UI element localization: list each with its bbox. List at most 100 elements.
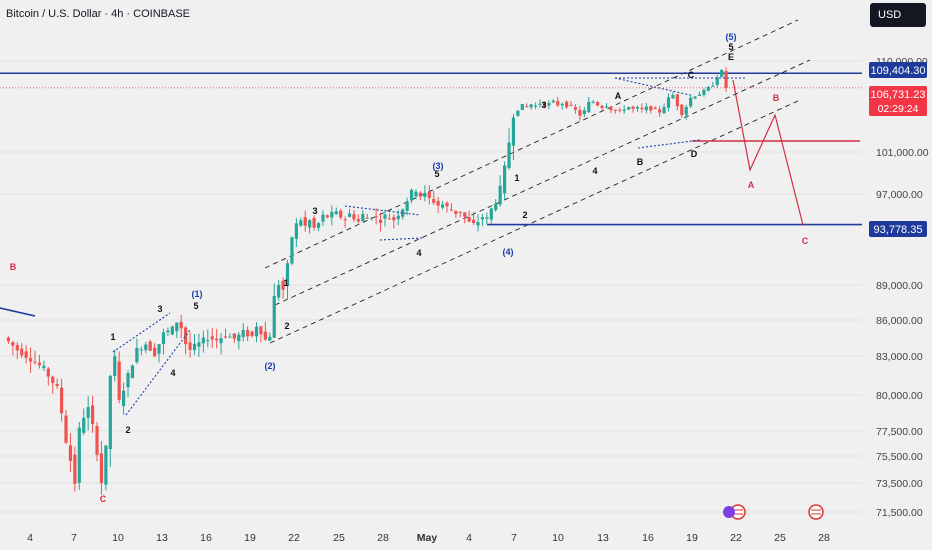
candle-body	[290, 237, 294, 264]
candle-body	[197, 342, 201, 347]
candle-body	[347, 213, 352, 217]
candle-body	[494, 203, 498, 210]
candle-body	[666, 97, 671, 108]
candle-body	[281, 280, 285, 290]
candle-body	[77, 427, 81, 483]
y-tick-label: 71,500.00	[876, 507, 923, 519]
candle-body	[46, 368, 50, 377]
candle-body	[68, 445, 73, 461]
candle-body	[556, 101, 560, 106]
price-axis[interactable]: 110,000.00101,000.0097,000.0089,000.0086…	[862, 0, 932, 550]
wave-label: E	[728, 52, 734, 62]
candle-body	[130, 365, 135, 379]
candle-body	[232, 333, 236, 339]
support-tag: 93,778.35	[874, 224, 923, 236]
candle-body	[42, 365, 46, 369]
candle-body	[188, 342, 192, 350]
wave-label: 4	[170, 368, 175, 378]
x-tick-label: 13	[597, 532, 609, 544]
candle-body	[520, 104, 524, 110]
y-tick-label: 86,000.00	[876, 315, 923, 327]
candle-body	[179, 321, 183, 329]
candle-body	[445, 202, 449, 207]
candle-body	[51, 376, 55, 383]
channel-line-0	[264, 19, 799, 269]
time-axis[interactable]: 4 7 10 13 16 19 22 25 28 May 4 7 10 13 16 19 22 25 28	[27, 532, 830, 544]
triangle-line-2	[344, 205, 421, 216]
wave-label: 5	[728, 42, 733, 52]
wave-label: 2	[125, 425, 130, 435]
y-tick-label: 75,500.00	[876, 451, 923, 463]
wave-label: (3)	[433, 161, 444, 171]
resistance-tag: 109,404.30	[870, 65, 925, 77]
candle-body	[449, 209, 454, 211]
candle-body	[277, 284, 281, 298]
x-tick-label: 16	[200, 532, 212, 544]
candle-body	[6, 337, 11, 342]
candle-body	[635, 107, 640, 109]
x-tick-label: 7	[71, 532, 77, 544]
candle-body	[582, 110, 586, 115]
wave-label: 4	[592, 166, 597, 176]
wave-label: A	[748, 180, 755, 190]
current-price-tag: 106,731.23	[870, 89, 925, 101]
candle-body	[693, 96, 697, 99]
candle-body	[95, 426, 99, 455]
wave-label: 5	[193, 301, 198, 311]
candle-body	[144, 344, 148, 350]
candle-body	[467, 217, 471, 222]
event-icons[interactable]	[723, 504, 824, 520]
candle-body	[680, 104, 684, 115]
countdown-tag: 02:29:24	[878, 103, 919, 115]
news-icon[interactable]	[723, 506, 735, 518]
candle-body	[37, 362, 42, 366]
candle-body	[653, 107, 657, 109]
candle-body	[24, 351, 28, 358]
candle-body	[113, 356, 117, 376]
horizontal-levels	[0, 72, 862, 317]
candle-body	[139, 349, 143, 351]
wave-label: 1	[283, 278, 288, 288]
candle-body	[99, 453, 104, 484]
candle-body	[135, 347, 139, 363]
candle-body	[618, 109, 622, 111]
currency-button[interactable]: USD	[870, 3, 926, 27]
candle-body	[64, 415, 68, 443]
x-tick-label: 22	[730, 532, 742, 544]
candle-body	[489, 208, 493, 220]
candle-body	[600, 105, 604, 108]
candle-body	[374, 216, 378, 218]
x-tick-label: 7	[511, 532, 517, 544]
x-tick-label: 28	[818, 532, 830, 544]
candle-body	[104, 445, 108, 485]
candle-body	[405, 201, 409, 211]
candle-body	[684, 106, 688, 115]
candle-body	[458, 211, 462, 213]
candle-body	[471, 219, 476, 223]
candle-body	[418, 192, 423, 197]
candle-body	[396, 215, 400, 220]
candle-body	[529, 104, 533, 108]
x-tick-label: 19	[244, 532, 256, 544]
candle-body	[254, 326, 259, 337]
wave-label: B	[637, 157, 644, 167]
candle-body	[330, 211, 334, 218]
candle-body	[609, 106, 613, 111]
candle-body	[223, 336, 228, 338]
wave-label: C	[802, 236, 809, 246]
wave-label: (5)	[726, 32, 737, 42]
candle-body	[33, 361, 37, 363]
candle-body	[285, 263, 290, 286]
candle-body	[697, 94, 702, 96]
candle-body	[303, 217, 307, 226]
candle-body	[263, 331, 267, 340]
candle-body	[644, 106, 648, 111]
x-tick-label: 4	[466, 532, 472, 544]
candle-body	[86, 407, 90, 418]
us-flag-icon[interactable]	[808, 504, 824, 520]
price-tags: 109,404.30 106,731.23 02:29:24 93,778.35	[869, 62, 927, 237]
candle-body	[551, 100, 555, 103]
candle-body	[82, 417, 86, 433]
